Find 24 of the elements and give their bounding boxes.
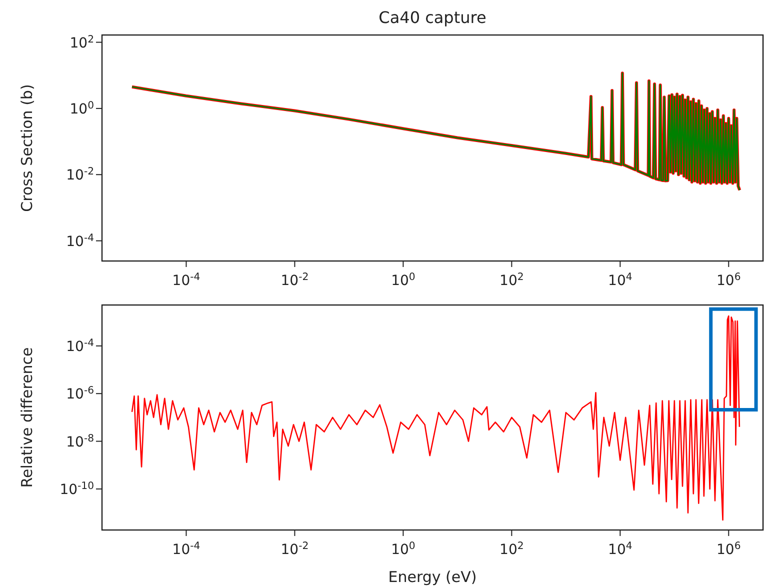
x-tick-label: 10$^{-2}$: [280, 272, 309, 289]
x-tick-label: 10$^{-2}$: [280, 540, 309, 558]
x-tick-label: 10$^{0}$: [391, 540, 416, 558]
x-tick-label: 10$^{2}$: [500, 540, 524, 558]
x-tick-label: 10$^{4}$: [608, 540, 632, 558]
y-axis-title: Relative difference: [18, 347, 36, 488]
x-tick-label: 10$^{0}$: [391, 272, 416, 289]
y-tick-label: 10$^{-2}$: [66, 166, 94, 184]
y-tick-label: 10$^{-4}$: [66, 232, 94, 250]
y-tick-label: 10$^{2}$: [70, 34, 94, 52]
x-tick-label: 10$^{2}$: [500, 272, 524, 289]
x-tick-label: 10$^{4}$: [608, 272, 632, 289]
y-axis-title: Cross Section (b): [18, 84, 36, 212]
y-tick-label: 10$^{0}$: [70, 100, 94, 118]
y-tick-label: 10$^{-6}$: [66, 385, 94, 403]
x-tick-label: 10$^{-4}$: [172, 540, 200, 558]
x-tick-label: 10$^{-4}$: [172, 272, 200, 289]
y-tick-label: 10$^{-8}$: [66, 432, 94, 450]
x-tick-label: 10$^{6}$: [716, 540, 741, 558]
x-axis-title: Energy (eV): [388, 568, 477, 586]
chart-title: Ca40 capture: [378, 8, 486, 27]
y-tick-label: 10$^{-4}$: [66, 337, 94, 355]
x-tick-label: 10$^{6}$: [716, 272, 741, 289]
y-tick-label: 10$^{-10}$: [60, 480, 94, 498]
